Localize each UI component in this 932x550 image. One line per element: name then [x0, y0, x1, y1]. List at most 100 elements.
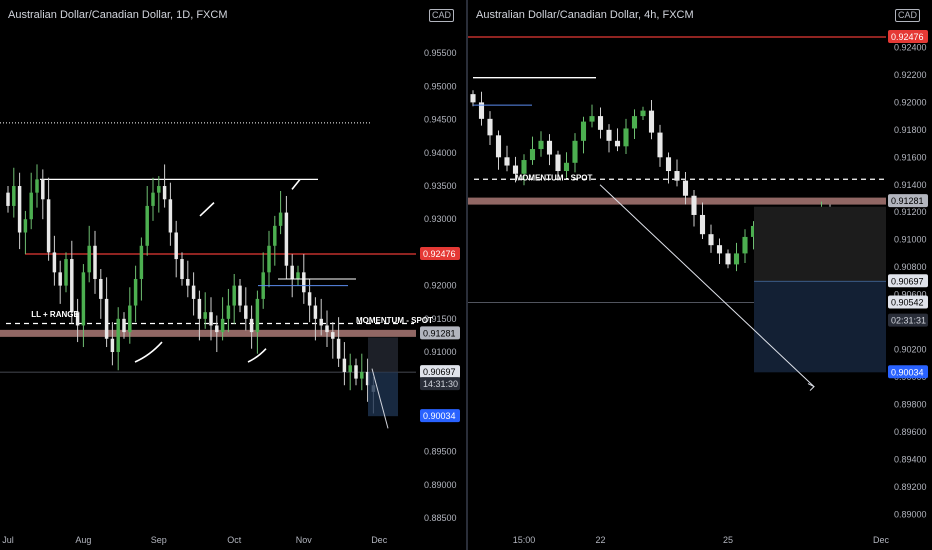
candle-body: [284, 212, 289, 266]
currency-badge[interactable]: CAD: [428, 9, 454, 22]
candle-body: [249, 318, 254, 333]
candle-body: [244, 305, 248, 319]
price-badge: [420, 247, 460, 261]
candle-body: [81, 272, 86, 326]
time-axis-label: 25: [723, 535, 733, 545]
candle-body: [75, 312, 80, 326]
chart-panel-daily[interactable]: Australian Dollar/Canadian Dollar, 1D, F…: [0, 0, 466, 550]
price-badge: [420, 365, 460, 379]
candle-body: [168, 199, 173, 233]
position-box-stop: [368, 337, 398, 373]
candle-body: [331, 332, 335, 339]
candle-body: [354, 365, 358, 379]
candle-body: [17, 186, 22, 233]
price-badge: [888, 365, 928, 379]
candle-body: [538, 140, 544, 150]
price-tick-label: 0.94500: [424, 115, 457, 125]
currency-badge[interactable]: CAD: [894, 9, 920, 22]
price-chart-4h[interactable]: 0.92400 0.92200 0.92000 0.91800 0.91600 0.914…: [468, 0, 932, 550]
price-badge-label: 0.90034: [891, 367, 924, 377]
price-tick-label: 0.95500: [424, 48, 457, 58]
candle-body: [580, 121, 587, 141]
price-tick-label: 0.92000: [424, 281, 457, 291]
candle-body: [238, 285, 242, 306]
price-tick-label: 0.93000: [424, 214, 457, 224]
candle-body: [589, 116, 595, 122]
candle-body: [191, 285, 196, 299]
price-tick-label: 0.91000: [424, 347, 457, 357]
time-axis-label: Dec: [371, 535, 388, 545]
price-badge-label: 0.90034: [423, 411, 456, 421]
candle-body: [122, 318, 126, 333]
price-tick-label: 0.91500: [424, 314, 457, 324]
candle-body: [133, 278, 138, 306]
price-tick-label: 0.90800: [894, 262, 927, 272]
candle-body: [665, 157, 672, 172]
candle-body: [657, 132, 663, 158]
candle-body: [742, 236, 748, 254]
candle-body: [215, 325, 219, 333]
candle-body: [157, 186, 161, 193]
candle-body: [220, 318, 225, 333]
candle-body: [46, 199, 51, 253]
swing-low-marker: [247, 348, 267, 363]
candle-body: [623, 128, 629, 147]
price-badge-label: 0.91281: [891, 196, 924, 206]
price-tick-label: 0.91600: [894, 152, 927, 162]
price-tick-label: 0.92000: [894, 97, 927, 107]
price-badge-label: 0.90542: [891, 298, 924, 308]
candle-body: [470, 94, 476, 103]
time-axis-label: 15:00: [513, 535, 536, 545]
price-tick-label: 0.89000: [894, 509, 927, 519]
candle-body: [307, 292, 312, 306]
candle-body: [162, 186, 167, 200]
candle-body: [478, 102, 485, 119]
projection-arrow: [599, 184, 815, 387]
candle-body: [99, 278, 103, 299]
candle-body: [725, 253, 731, 265]
candle-body: [174, 232, 178, 260]
candle-body: [186, 278, 190, 286]
price-badge: [888, 313, 928, 327]
candle-body: [325, 325, 329, 333]
candle-body: [614, 140, 621, 147]
candle-body: [648, 110, 655, 133]
projection-arrow: [371, 368, 389, 429]
time-axis-label: Nov: [296, 535, 313, 545]
candle-body: [674, 171, 680, 181]
price-badge: [420, 377, 460, 391]
chart-panel-4h[interactable]: Australian Dollar/Canadian Dollar, 4h, F…: [466, 0, 932, 550]
candle-body: [180, 259, 184, 279]
candle-body: [290, 265, 294, 279]
candle-body: [41, 179, 45, 200]
position-box-target: [754, 281, 886, 373]
time-axis-label: Aug: [75, 535, 91, 545]
candle-body: [232, 285, 236, 306]
arrow-head-icon: [807, 383, 815, 391]
candle-body: [640, 110, 646, 117]
candle-body: [733, 253, 740, 265]
price-tick-label: 0.91400: [894, 180, 927, 190]
candle-body: [145, 205, 149, 246]
candle-body: [29, 192, 33, 220]
price-tick-label: 0.91800: [894, 125, 927, 135]
candle-body: [342, 358, 347, 372]
price-chart-daily[interactable]: 0.95500 0.95000 0.94500 0.94000 0.93500 0.930…: [0, 0, 466, 550]
swing-low-marker: [134, 341, 163, 363]
price-badge: [420, 409, 460, 423]
price-tick-label: 0.89600: [894, 427, 927, 437]
candle-body: [278, 212, 283, 226]
price-tick-label: 0.93500: [424, 181, 457, 191]
candle-body: [116, 318, 120, 353]
swing-high-marker: [199, 202, 215, 217]
candle-body: [104, 298, 109, 339]
candle-body: [93, 245, 97, 279]
price-tick-label: 0.92400: [894, 42, 927, 52]
candle-body: [336, 338, 341, 359]
candle-body: [708, 234, 714, 246]
price-badge-label: 0.90697: [423, 367, 456, 377]
candle-body: [563, 162, 570, 172]
price-badge: [888, 295, 928, 309]
candle-body: [529, 149, 536, 161]
price-tick-label: 0.89000: [424, 480, 457, 490]
